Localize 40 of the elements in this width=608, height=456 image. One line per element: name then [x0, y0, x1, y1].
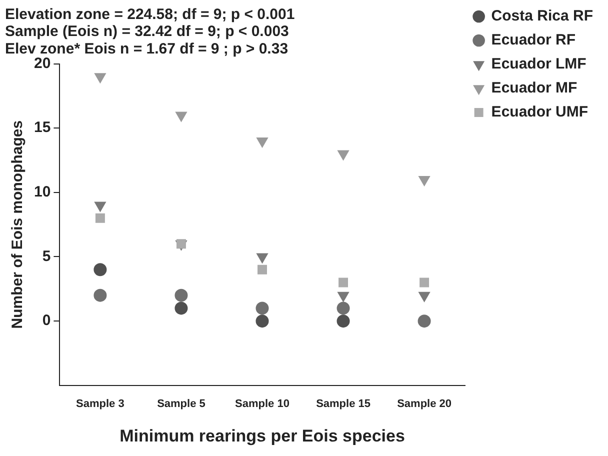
- point: [258, 264, 267, 274]
- point: [418, 292, 430, 302]
- point: [174, 288, 188, 302]
- point: [94, 202, 106, 212]
- point: [336, 302, 350, 315]
- point: [176, 112, 187, 122]
- point: [256, 302, 269, 315]
- y-tick-label: 10: [34, 184, 51, 201]
- point: [94, 73, 106, 84]
- point: [338, 278, 348, 288]
- point: [94, 263, 107, 276]
- point: [94, 288, 107, 302]
- chart-title: Elevation zone = 224.58; df = 9; p < 0.001 Sample (Eois n) = 32.42 df = 9; p < 0.003 Elev zone* Eois n = 1.67 df = 9 ; p > 0.33: [5, 6, 295, 58]
- point: [336, 314, 350, 328]
- legend-label: Ecuador MF: [491, 80, 578, 97]
- x-tick-label: Sample 15: [316, 398, 370, 410]
- y-tick-label: 15: [34, 119, 51, 136]
- point: [338, 150, 349, 160]
- x-tick-label: Sample 5: [157, 398, 206, 410]
- x-tick-label: Sample 20: [397, 398, 452, 410]
- point: [256, 314, 269, 328]
- point: [256, 253, 268, 264]
- point: [418, 314, 431, 328]
- x-tick-label: Sample 10: [235, 398, 290, 410]
- point: [418, 176, 430, 186]
- point: [95, 213, 105, 223]
- legend-label: Ecuador LMF: [491, 56, 586, 73]
- x-tick-label: Sample 3: [76, 398, 124, 410]
- legend-label: Ecuador RF: [491, 32, 576, 49]
- point: [174, 302, 188, 315]
- y-axis-title: Number of Eois monophages: [9, 120, 26, 329]
- legend-label: Ecuador UMF: [491, 104, 588, 121]
- point: [420, 278, 430, 288]
- legend-label: Costa Rica RF: [491, 8, 594, 25]
- point: [256, 137, 268, 148]
- y-tick-label: 0: [42, 312, 51, 330]
- point: [338, 292, 349, 302]
- x-axis-title: Minimum rearings per Eois species: [120, 426, 405, 446]
- y-tick-label: 5: [42, 248, 51, 265]
- y-tick-label: 20: [34, 54, 51, 72]
